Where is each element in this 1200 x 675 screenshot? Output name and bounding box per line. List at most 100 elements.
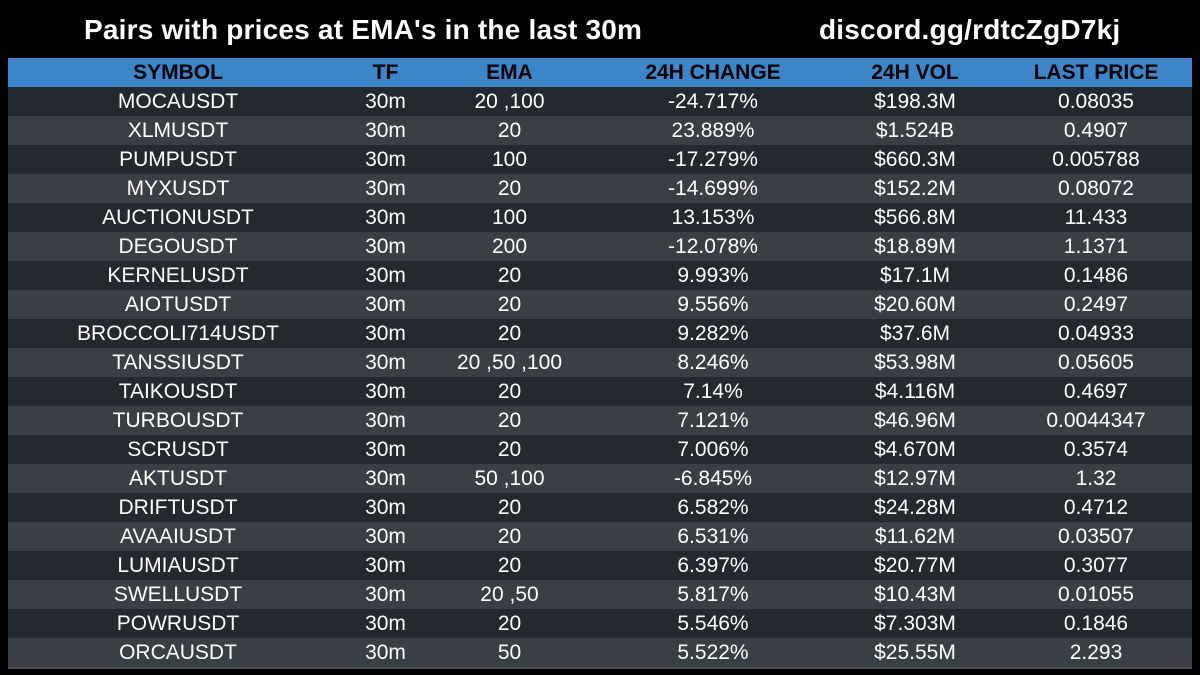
volume-cell: $152.2M [874, 177, 956, 200]
volume-cell: $4.670M [874, 438, 956, 461]
table-row[interactable]: PUMPUSDT 30m 100 -17.279% $660.3M 0.005788 [8, 145, 1192, 174]
table-row[interactable]: AVAAIUSDT 30m 20 6.531% $11.62M 0.03507 [8, 522, 1192, 551]
table-row[interactable]: KERNELUSDT 30m 20 9.993% $17.1M 0.1486 [8, 261, 1192, 290]
price-cell: 0.1846 [1063, 612, 1129, 635]
table-row[interactable]: SWELLUSDT 30m 20 ,50 5.817% $10.43M 0.01055 [8, 580, 1192, 609]
table-row[interactable]: DEGOUSDT 30m 200 -12.078% $18.89M 1.1371 [8, 232, 1192, 261]
symbol-cell: TANSSIUSDT [112, 351, 244, 374]
symbol-cell: AIOTUSDT [124, 293, 232, 316]
table-row[interactable]: TAIKOUSDT 30m 20 7.14% $4.116M 0.4697 [8, 377, 1192, 406]
table-row[interactable]: AUCTIONUSDT 30m 100 13.153% $566.8M 11.433 [8, 203, 1192, 232]
change-cell: 6.531% [677, 525, 749, 548]
price-cell: 0.4907 [1063, 119, 1129, 142]
change-cell: 5.522% [677, 641, 749, 664]
column-header-ema[interactable]: EMA [486, 61, 533, 84]
tf-cell: 30m [365, 322, 406, 345]
volume-cell: $12.97M [874, 467, 956, 490]
price-cell: 0.005788 [1052, 148, 1140, 171]
symbol-cell: AVAAIUSDT [120, 525, 236, 548]
tf-cell: 30m [365, 496, 406, 519]
price-cell: 0.03507 [1058, 525, 1134, 548]
change-cell: 5.817% [677, 583, 749, 606]
discord-link[interactable]: discord.gg/rdtcZgD7kj [819, 14, 1121, 45]
price-cell: 1.32 [1075, 467, 1117, 490]
table-row[interactable]: DRIFTUSDT 30m 20 6.582% $24.28M 0.4712 [8, 493, 1192, 522]
symbol-cell: TURBOUSDT [112, 409, 244, 432]
price-cell: 0.3574 [1063, 438, 1129, 461]
column-header-tf[interactable]: TF [372, 61, 399, 84]
symbol-cell: TAIKOUSDT [118, 380, 238, 403]
ema-cell: 20 [497, 322, 522, 345]
tf-cell: 30m [365, 177, 406, 200]
ema-cell: 50 [497, 641, 522, 664]
tf-cell: 30m [365, 467, 406, 490]
symbol-cell: DEGOUSDT [118, 235, 238, 258]
table-row[interactable]: TURBOUSDT 30m 20 7.121% $46.96M 0.0044347 [8, 406, 1192, 435]
change-cell: 6.582% [677, 496, 749, 519]
change-cell: -6.845% [673, 467, 753, 490]
volume-cell: $25.55M [874, 641, 956, 664]
table-row[interactable]: SCRUSDT 30m 20 7.006% $4.670M 0.3574 [8, 435, 1192, 464]
tf-cell: 30m [365, 554, 406, 577]
price-cell: 0.2497 [1063, 293, 1129, 316]
tf-cell: 30m [365, 351, 406, 374]
change-cell: 7.121% [677, 409, 749, 432]
price-cell: 0.01055 [1058, 583, 1134, 606]
tf-cell: 30m [365, 409, 406, 432]
volume-cell: $10.43M [874, 583, 956, 606]
volume-cell: $198.3M [874, 90, 956, 113]
ema-cell: 20 [497, 177, 522, 200]
symbol-cell: MOCAUSDT [117, 90, 239, 113]
price-cell: 0.4712 [1063, 496, 1129, 519]
tf-cell: 30m [365, 206, 406, 229]
tf-cell: 30m [365, 264, 406, 287]
column-header-symbol[interactable]: SYMBOL [133, 61, 223, 84]
tf-cell: 30m [365, 583, 406, 606]
symbol-cell: DRIFTUSDT [118, 496, 238, 519]
volume-cell: $20.60M [874, 293, 956, 316]
ema-cell: 20 [497, 380, 522, 403]
ema-cell: 20 ,100 [474, 90, 545, 113]
volume-cell: $7.303M [874, 612, 956, 635]
change-cell: 23.889% [671, 119, 755, 142]
table-row[interactable]: LUMIAUSDT 30m 20 6.397% $20.77M 0.3077 [8, 551, 1192, 580]
price-cell: 11.433 [1064, 206, 1128, 229]
tf-cell: 30m [365, 148, 406, 171]
table-row[interactable]: MOCAUSDT 30m 20 ,100 -24.717% $198.3M 0.08035 [8, 87, 1192, 116]
ema-cell: 20 [497, 293, 522, 316]
volume-cell: $20.77M [874, 554, 956, 577]
column-header-24h-vol[interactable]: 24H VOL [871, 61, 959, 84]
volume-cell: $18.89M [874, 235, 956, 258]
change-cell: 9.556% [677, 293, 749, 316]
table-row[interactable]: ORCAUSDT 30m 50 5.522% $25.55M 2.293 [8, 638, 1192, 667]
table-row[interactable]: AIOTUSDT 30m 20 9.556% $20.60M 0.2497 [8, 290, 1192, 319]
ema-cell: 20 [497, 119, 522, 142]
column-header-24h-change[interactable]: 24H CHANGE [645, 61, 781, 84]
tf-cell: 30m [365, 438, 406, 461]
tf-cell: 30m [365, 525, 406, 548]
symbol-cell: PUMPUSDT [119, 148, 237, 171]
ema-cell: 50 ,100 [474, 467, 545, 490]
table-row[interactable]: AKTUSDT 30m 50 ,100 -6.845% $12.97M 1.32 [8, 464, 1192, 493]
ema-cell: 20 [497, 525, 522, 548]
table-row[interactable]: MYXUSDT 30m 20 -14.699% $152.2M 0.08072 [8, 174, 1192, 203]
price-cell: 1.1371 [1063, 235, 1129, 258]
table-row[interactable]: BROCCOLI714USDT 30m 20 9.282% $37.6M 0.04933 [8, 319, 1192, 348]
volume-cell: $660.3M [874, 148, 956, 171]
price-cell: 0.05605 [1058, 351, 1134, 374]
ema-cell: 200 [491, 235, 528, 258]
symbol-cell: POWRUSDT [116, 612, 240, 635]
table-row[interactable]: POWRUSDT 30m 20 5.546% $7.303M 0.1846 [8, 609, 1192, 638]
price-cell: 0.08035 [1058, 90, 1134, 113]
symbol-cell: AUCTIONUSDT [102, 206, 254, 229]
table-row[interactable]: TANSSIUSDT 30m 20 ,50 ,100 8.246% $53.98M 0.0… [8, 348, 1192, 377]
volume-cell: $4.116M [874, 380, 956, 403]
tf-cell: 30m [365, 612, 406, 635]
price-cell: 0.3077 [1063, 554, 1129, 577]
symbol-cell: LUMIAUSDT [117, 554, 239, 577]
page-title: Pairs with prices at EMA's in the last 3… [84, 14, 643, 45]
ema-cell: 100 [491, 148, 528, 171]
volume-cell: $1.524B [875, 119, 955, 142]
table-row[interactable]: XLMUSDT 30m 20 23.889% $1.524B 0.4907 [8, 116, 1192, 145]
column-header-last-price[interactable]: LAST PRICE [1033, 61, 1159, 84]
